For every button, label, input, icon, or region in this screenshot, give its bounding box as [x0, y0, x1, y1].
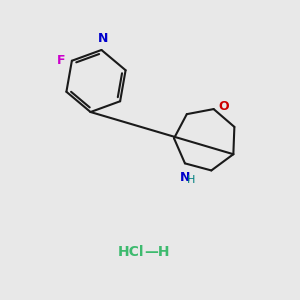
Text: —H: —H	[144, 245, 170, 259]
Text: N: N	[180, 171, 190, 184]
Text: O: O	[218, 100, 229, 113]
Text: H: H	[188, 175, 196, 185]
Text: N: N	[98, 32, 108, 45]
Text: HCl: HCl	[118, 245, 144, 259]
Text: F: F	[57, 54, 65, 67]
